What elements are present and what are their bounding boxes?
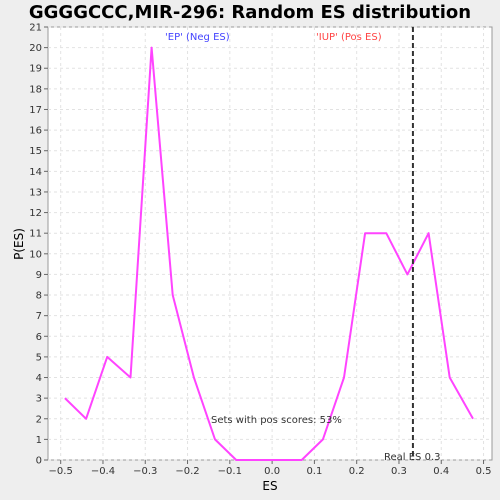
y-tick-label: 2 xyxy=(36,414,42,425)
series-layer xyxy=(64,46,474,461)
y-tick-label: 4 xyxy=(36,373,42,384)
x-tick-label: 0.0 xyxy=(264,466,280,477)
y-tick-label: 1 xyxy=(36,435,42,446)
x-axis-label: ES xyxy=(262,479,277,493)
y-tick-label: 15 xyxy=(29,146,42,157)
x-tick-label: −0.3 xyxy=(133,466,157,477)
chart-title: GGGGCCC,MIR-296: Random ES distribution xyxy=(29,2,471,23)
pos-es-label: 'IUP' (Pos ES) xyxy=(316,32,382,43)
x-tick-label: 0.1 xyxy=(306,466,322,477)
y-tick-label: 18 xyxy=(29,84,42,95)
x-tick-label: 0.2 xyxy=(349,466,365,477)
plot-area xyxy=(47,26,493,461)
y-tick-label: 7 xyxy=(36,311,42,322)
y-tick-label: 9 xyxy=(36,270,42,281)
y-tick-label: 19 xyxy=(29,64,42,75)
x-tick-label: 0.4 xyxy=(433,466,449,477)
y-tick-label: 21 xyxy=(29,23,42,34)
y-tick-label: 20 xyxy=(29,43,42,54)
y-tick-label: 3 xyxy=(36,394,42,405)
x-tick-label: −0.4 xyxy=(91,466,115,477)
real-es-annotation: Real ES 0.3 xyxy=(384,452,440,463)
y-axis-label: P(ES) xyxy=(12,228,26,260)
y-tick-label: 11 xyxy=(29,229,42,240)
x-tick-label: 0.5 xyxy=(476,466,492,477)
y-tick-label: 6 xyxy=(36,332,42,343)
pos-scores-annotation: Sets with pos scores: 53% xyxy=(211,415,342,426)
y-tick-label: 5 xyxy=(36,352,42,363)
x-tick-label: −0.5 xyxy=(49,466,73,477)
y-tick-label: 8 xyxy=(36,291,42,302)
y-tick-label: 17 xyxy=(29,105,42,116)
y-tick-label: 13 xyxy=(29,187,42,198)
y-tick-label: 0 xyxy=(36,456,42,467)
y-tick-label: 10 xyxy=(29,249,42,260)
x-tick-label: 0.3 xyxy=(391,466,407,477)
y-tick-label: 12 xyxy=(29,208,42,219)
grid xyxy=(48,26,492,461)
neg-es-label: 'EP' (Neg ES) xyxy=(165,32,230,43)
x-tick-label: −0.2 xyxy=(175,466,199,477)
y-tick-label: 16 xyxy=(29,126,42,137)
series-line xyxy=(64,46,474,461)
y-tick-label: 14 xyxy=(29,167,42,178)
x-tick-label: −0.1 xyxy=(218,466,242,477)
